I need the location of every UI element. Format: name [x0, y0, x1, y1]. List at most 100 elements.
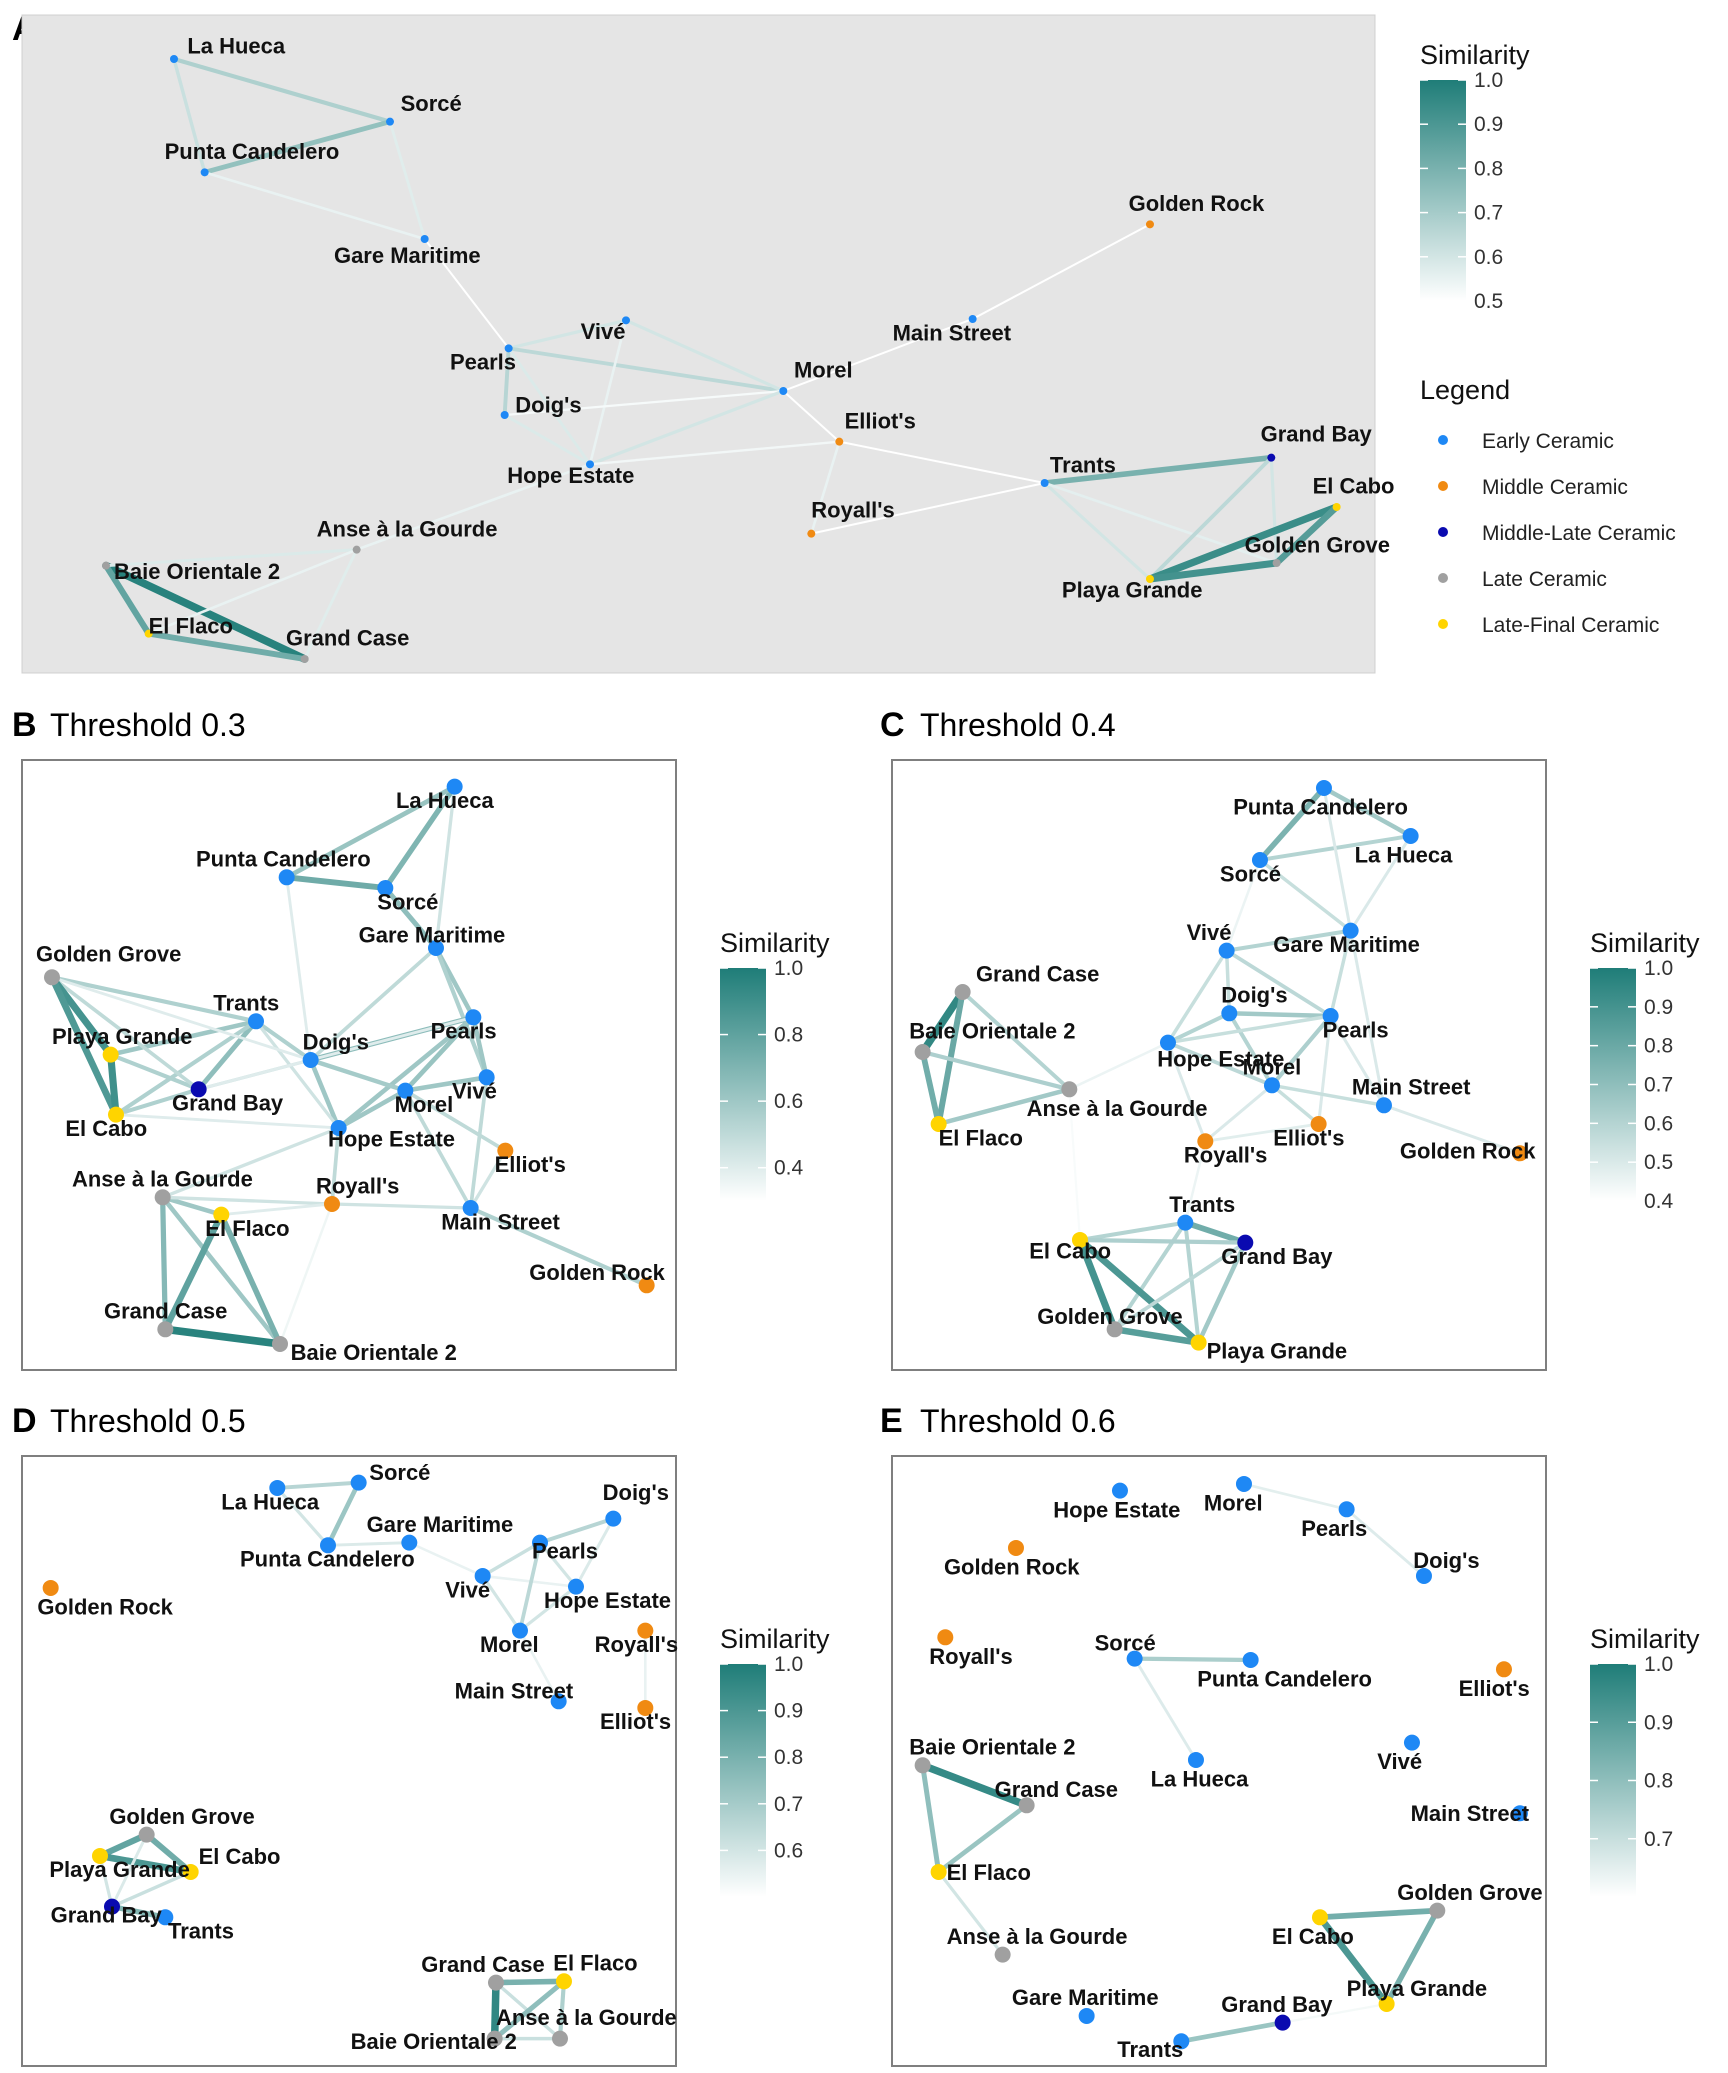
edge-grand-bay-trants — [1178, 2020, 1285, 2044]
node-sorce — [377, 879, 394, 896]
node-label-gare-maritime: Gare Maritime — [1012, 1985, 1159, 2010]
edge-hope-estate-anse-a-la-gourde — [1068, 1041, 1170, 1091]
edge-trants-el-cabo — [1077, 1220, 1188, 1242]
edge-baie-orientale-2-grand-case — [102, 561, 309, 663]
colorbar-tick-label: 0.9 — [1644, 996, 1673, 1019]
node-label-morel: Morel — [480, 1632, 539, 1657]
edge-golden-grove-playa-grande — [48, 973, 115, 1059]
node-golden-grove — [1106, 1321, 1123, 1338]
network-e: Hope Estate Morel Pearls Doig's Golden Rock R… — [909, 1475, 1543, 2062]
edge-pearls-morel — [518, 1540, 542, 1633]
edge-trants-playa-grande — [1043, 481, 1152, 581]
node-morel — [1235, 1475, 1252, 1492]
edge-pearls-morel — [1269, 1013, 1333, 1088]
colorbar-b-bar — [720, 968, 766, 1201]
node-label-sorce: Sorcé — [1220, 861, 1281, 886]
colorbar-tick-label: 0.7 — [774, 1793, 803, 1816]
panel-d-frame — [21, 1455, 677, 2067]
node-gare-maritime — [420, 234, 429, 243]
panel-c: Punta Candelero La Hueca Sorcé Gare Maritim… — [891, 759, 1547, 1371]
edge-la-hueca-gare-maritime — [1349, 834, 1413, 933]
node-label-playa-grande: Playa Grande — [1062, 578, 1203, 603]
node-punta-candelero — [1315, 779, 1332, 796]
edge-elliot-s-royall-s — [1203, 1122, 1321, 1143]
edge-trants-golden-grove — [1043, 481, 1278, 565]
node-label-vive: Vivé — [445, 1577, 490, 1602]
colorbar-tick-label: 0.5 — [1474, 290, 1503, 313]
node-label-playa-grande: Playa Grande — [52, 1024, 193, 1049]
node-label-baie-orientale-2: Baie Orientale 2 — [909, 1735, 1075, 1760]
edge-sorce-la-hueca — [1133, 1657, 1198, 1762]
node-label-anse-a-la-gourde: Anse à la Gourde — [496, 2005, 677, 2030]
node-label-main-street: Main Street — [893, 320, 1012, 345]
edge-trants-playa-grande — [108, 1019, 259, 1057]
edge-grand-bay-trants — [109, 1903, 169, 1920]
edge-anse-a-la-gourde-baie-orientale-2 — [160, 1195, 283, 1347]
colorbar-tick-label: 0.8 — [1644, 1035, 1673, 1058]
edge-vive-doig-s — [1224, 948, 1232, 1016]
node-trants — [157, 1909, 174, 1926]
edge-morel-elliot-s — [782, 389, 841, 443]
node-el-cabo — [1332, 502, 1341, 511]
edge-golden-grove-el-cabo — [48, 973, 120, 1118]
nodes-c — [914, 779, 1528, 1351]
node-golden-grove — [43, 969, 60, 986]
node-label-main-street: Main Street — [455, 1679, 574, 1704]
network-d: Golden Rock La Hueca Sorcé Punta Candelero G… — [37, 1460, 678, 2054]
node-gare-maritime — [1078, 2007, 1095, 2024]
edge-el-cabo-playa-grande — [1146, 503, 1341, 583]
node-elliot-s — [497, 1142, 514, 1159]
colorbar-tick-label: 0.4 — [774, 1157, 804, 1180]
node-label-hope-estate: Hope Estate — [1157, 1047, 1284, 1072]
node-label-golden-grove: Golden Grove — [1037, 1304, 1182, 1329]
node-grand-bay — [1237, 1234, 1254, 1251]
node-label-vive: Vivé — [1377, 1749, 1422, 1774]
edge-sorce-punta-candelero — [1132, 1656, 1253, 1663]
edge-la-hueca-gare-maritime — [434, 785, 457, 950]
edge-el-flaco-anse-a-la-gourde — [937, 1870, 1005, 1957]
node-pearls — [465, 1009, 482, 1026]
node-morel — [779, 386, 788, 395]
node-golden-grove — [138, 1826, 155, 1843]
colorbar-b: Similarity 0.4 0.6 0.8 1.0 — [720, 928, 830, 1201]
colorbar-b-ticks: 0.4 0.6 0.8 1.0 — [720, 957, 804, 1180]
edge-punta-candelero-la-hueca — [1321, 785, 1413, 839]
node-label-sorce: Sorcé — [369, 1460, 430, 1485]
node-punta-candelero — [319, 1537, 336, 1554]
node-anse-a-la-gourde — [154, 1189, 171, 1206]
node-punta-candelero — [1242, 1651, 1259, 1668]
node-label-golden-rock: Golden Rock — [529, 1260, 665, 1285]
node-label-playa-grande: Playa Grande — [1347, 1976, 1488, 2001]
node-gare-maritime — [427, 939, 444, 956]
edge-vive-hope-estate — [1166, 948, 1229, 1045]
node-vive — [621, 316, 630, 325]
node-label-playa-grande: Playa Grande — [1207, 1339, 1348, 1364]
edge-trants-grand-bay — [1182, 1219, 1249, 1246]
edge-golden-grove-doig-s — [50, 975, 313, 1062]
legend-dot-middle-ceramic — [1438, 481, 1448, 491]
node-label-trants: Trants — [213, 991, 279, 1016]
edge-pearls-hope-estate — [336, 1015, 476, 1131]
node-golden-rock — [638, 1277, 655, 1294]
node-label-golden-rock: Golden Rock — [944, 1555, 1080, 1580]
edge-grand-bay-golden-grove — [1112, 1240, 1248, 1332]
node-label-golden-grove: Golden Grove — [109, 1804, 254, 1829]
edge-grand-bay-golden-grove — [1269, 456, 1279, 565]
edge-grand-bay-el-cabo — [113, 1087, 201, 1117]
edge-trants-hope-estate — [254, 1019, 341, 1130]
labels-d: Golden Rock La Hueca Sorcé Punta Candelero G… — [37, 1460, 678, 2054]
colorbar-a-ticks: 0.5 0.6 0.7 0.8 0.9 1.0 — [1420, 69, 1503, 313]
node-label-doig-s: Doig's — [603, 1480, 669, 1505]
edge-elliot-s-trants — [838, 440, 1046, 484]
node-label-grand-bay: Grand Bay — [1261, 422, 1373, 447]
edge-main-street-golden-rock — [971, 223, 1151, 320]
edge-grand-case-baie-orientale-2 — [918, 988, 967, 1056]
edge-anse-a-la-gourde-el-flaco — [160, 1195, 224, 1217]
edge-royall-s-trants — [810, 481, 1046, 535]
edge-vive-morel — [624, 318, 785, 393]
nodes-d — [42, 1474, 654, 2047]
panel-letter-e: E — [880, 1402, 903, 1440]
node-label-royall-s: Royall's — [595, 1632, 678, 1657]
node-trants — [1177, 1214, 1194, 1231]
